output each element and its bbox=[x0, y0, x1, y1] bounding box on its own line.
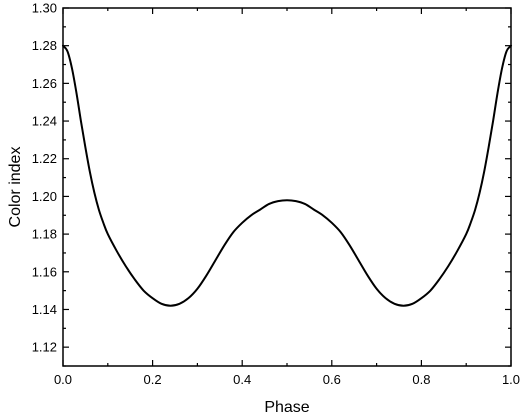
y-tick-label: 1.20 bbox=[32, 189, 57, 204]
x-axis-title: Phase bbox=[264, 399, 309, 416]
x-tick-label: 1.0 bbox=[502, 372, 520, 387]
series-line bbox=[62, 44, 512, 307]
x-tick-label: 0.4 bbox=[233, 372, 251, 387]
x-tick-label: 0.6 bbox=[323, 372, 341, 387]
x-tick-label: 0.0 bbox=[54, 372, 72, 387]
y-tick-label: 1.18 bbox=[32, 227, 57, 242]
y-tick-label: 1.28 bbox=[32, 38, 57, 53]
y-tick-label: 1.12 bbox=[32, 340, 57, 355]
x-tick-label: 0.2 bbox=[144, 372, 162, 387]
y-tick-label: 1.16 bbox=[32, 264, 57, 279]
ticks-layer bbox=[62, 7, 512, 367]
y-tick-label: 1.22 bbox=[32, 151, 57, 166]
y-tick-label: 1.14 bbox=[32, 302, 57, 317]
y-axis-title: Color index bbox=[7, 147, 24, 228]
y-tick-label: 1.26 bbox=[32, 76, 57, 91]
y-tick-label: 1.30 bbox=[32, 1, 57, 16]
y-tick-label: 1.24 bbox=[32, 114, 57, 129]
tick-labels-layer: 0.0 0.2 0.4 0.6 0.8 1.0 1.12 1.14 1.16 1.18 1.20 1.… bbox=[32, 1, 520, 388]
plot-frame bbox=[62, 7, 512, 367]
x-tick-label: 0.8 bbox=[412, 372, 430, 387]
